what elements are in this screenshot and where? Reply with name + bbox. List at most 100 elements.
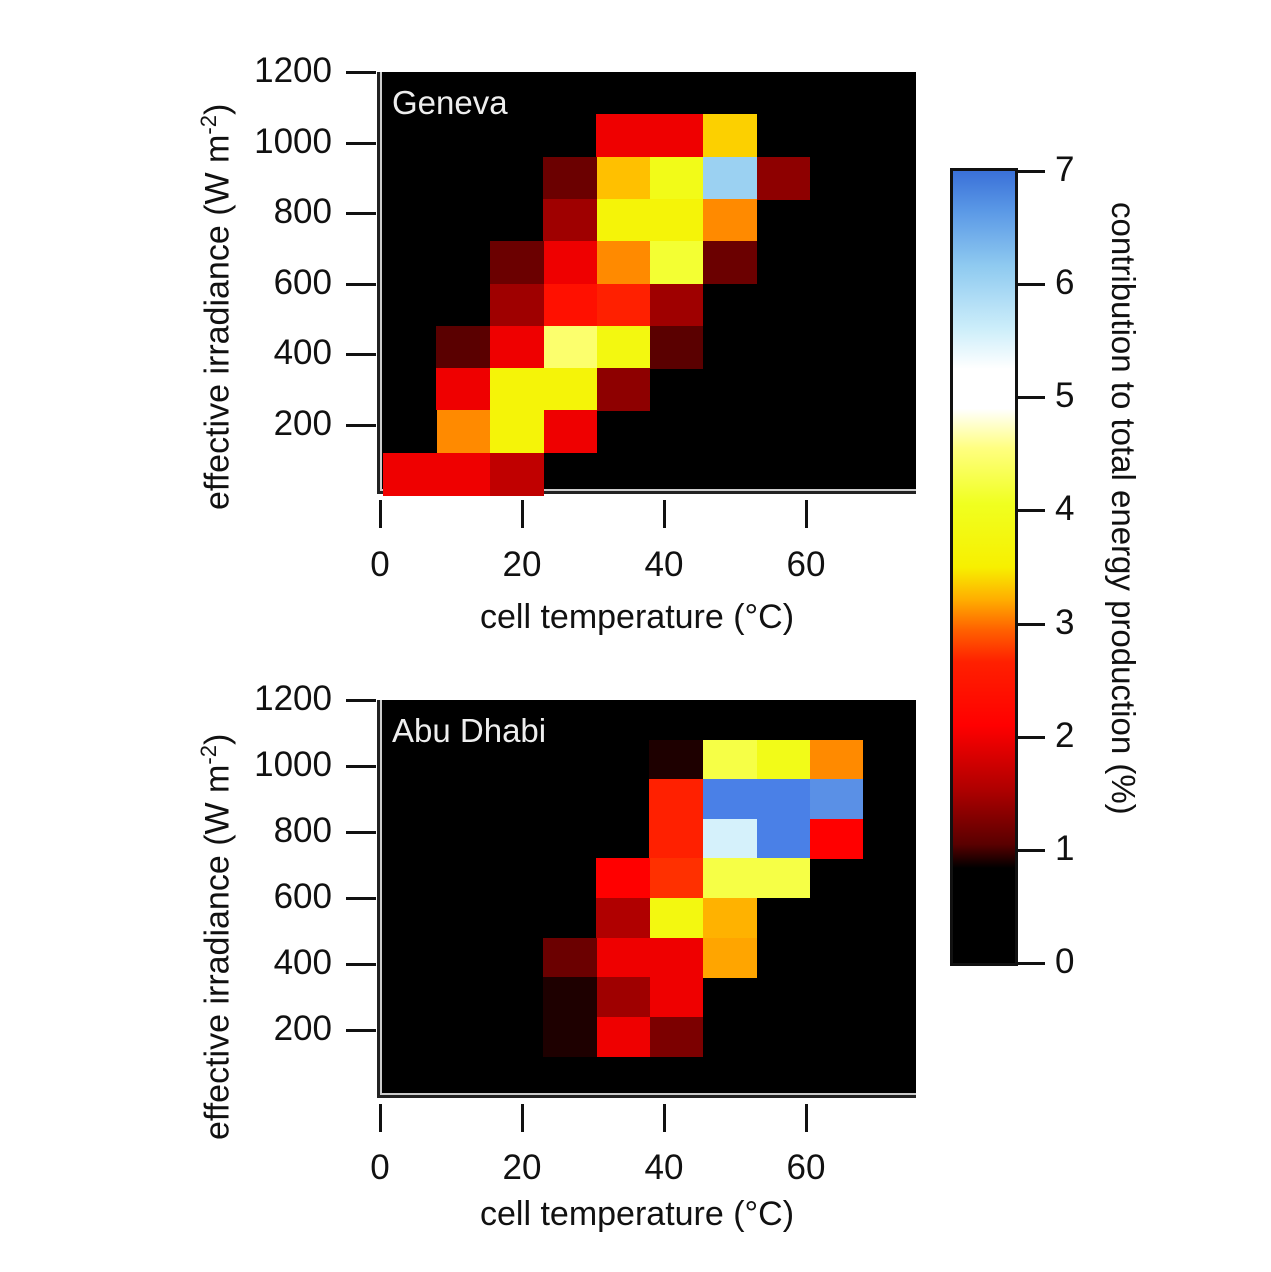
heatmap-cell xyxy=(649,325,704,369)
heatmap-cell xyxy=(596,198,650,242)
heatmap-cell xyxy=(596,898,650,938)
colorbar-tick-label: 2 xyxy=(1055,715,1075,755)
x-tick-label: 20 xyxy=(502,1148,542,1187)
heatmap-cell xyxy=(542,283,597,327)
y-tick xyxy=(346,212,376,215)
heatmap-cell xyxy=(649,283,704,327)
x-tick xyxy=(663,1104,666,1132)
colorbar-tick-label: 0 xyxy=(1055,942,1075,981)
x-tick-label: 40 xyxy=(644,545,684,584)
heatmap-cell xyxy=(702,818,757,859)
y-tick-label: 1200 xyxy=(254,51,332,90)
x-tick-label: 60 xyxy=(786,545,826,584)
y-tick-label: 600 xyxy=(273,877,332,916)
heatmap-cell xyxy=(596,977,650,1018)
y-tick xyxy=(346,353,376,356)
y-tick xyxy=(346,1029,376,1032)
heatmap-cell xyxy=(489,283,544,327)
y-tick-label: 1000 xyxy=(254,745,332,784)
abu-dhabi-y-axis-title: effective irradiance (W m-2) xyxy=(196,733,237,1140)
x-tick-label: 20 xyxy=(502,545,542,584)
colorbar-tick-label: 3 xyxy=(1055,602,1075,642)
x-tick xyxy=(521,1104,524,1132)
x-tick xyxy=(663,500,666,528)
heatmap-cell xyxy=(596,114,650,158)
heatmap-cell xyxy=(702,937,757,978)
x-tick-label: 40 xyxy=(644,1148,684,1187)
heatmap-cell xyxy=(649,114,704,158)
heatmap-cell xyxy=(489,325,544,369)
heatmap-cell xyxy=(436,325,491,369)
heatmap-cell xyxy=(596,858,650,899)
heatmap-cell xyxy=(489,410,544,454)
heatmap-cell xyxy=(649,858,704,899)
geneva-label: Geneva xyxy=(392,84,508,121)
heatmap-cell xyxy=(542,325,597,369)
colorbar-tick-label: 4 xyxy=(1055,489,1075,529)
heatmap-cell xyxy=(755,156,810,200)
heatmap-cell xyxy=(596,368,650,412)
heatmap-cell xyxy=(649,739,704,780)
colorbar-tick xyxy=(1015,622,1045,626)
heatmap-cell xyxy=(649,156,704,200)
heatmap-cell xyxy=(542,156,597,200)
x-tick xyxy=(379,500,382,528)
colorbar-tick-label: 7 xyxy=(1055,150,1075,189)
y-tick-label: 1000 xyxy=(254,121,332,161)
y-tick xyxy=(346,71,376,74)
colorbar-tick xyxy=(1015,396,1045,400)
heatmap-cell xyxy=(596,937,650,978)
colorbar xyxy=(950,168,1018,966)
y-tick xyxy=(346,963,376,966)
abu-dhabi-heatmap: Abu Dhabi xyxy=(377,700,916,1098)
heatmap-cell xyxy=(809,779,863,820)
x-tick xyxy=(805,500,808,528)
heatmap-cell xyxy=(596,156,650,200)
y-tick-label: 400 xyxy=(273,333,332,372)
y-tick-label: 800 xyxy=(273,192,332,231)
heatmap-cell xyxy=(542,241,597,285)
heatmap-cell xyxy=(542,198,597,242)
heatmap-cell xyxy=(702,114,757,158)
heatmap-cell xyxy=(596,325,650,369)
geneva-x-axis-title: cell temperature (°C) xyxy=(480,598,795,636)
heatmap-cell xyxy=(702,156,757,200)
heatmap-cell xyxy=(702,198,757,242)
x-tick-label: 0 xyxy=(370,545,390,584)
y-tick xyxy=(346,897,376,900)
y-tick-label: 800 xyxy=(273,811,332,850)
heatmap-cell xyxy=(702,739,757,780)
heatmap-cell xyxy=(755,779,810,820)
y-tick xyxy=(346,141,376,145)
geneva-y-axis-title: effective irradiance (W m-2) xyxy=(196,103,237,510)
y-tick-label: 600 xyxy=(273,262,332,302)
colorbar-title: contribution to total energy production … xyxy=(1105,202,1142,815)
heatmap-cell xyxy=(702,779,757,820)
heatmap-cell xyxy=(542,977,597,1018)
colorbar-tick xyxy=(1015,962,1045,965)
y-tick xyxy=(346,765,376,768)
x-tick-label: 60 xyxy=(786,1148,826,1187)
heatmap-cell xyxy=(542,410,597,454)
heatmap-cell xyxy=(596,1016,650,1057)
heatmap-cell xyxy=(542,1016,597,1057)
x-tick xyxy=(805,1104,808,1132)
geneva-heatmap: Geneva xyxy=(377,72,916,496)
heatmap-cell xyxy=(702,898,757,938)
heatmap-cell xyxy=(489,368,544,412)
y-tick-label: 400 xyxy=(273,943,332,982)
colorbar-tick xyxy=(1015,170,1045,173)
y-tick xyxy=(346,423,376,427)
heatmap-cell xyxy=(596,283,650,327)
x-tick xyxy=(521,500,524,528)
colorbar-tick-label: 5 xyxy=(1055,376,1075,416)
heatmap-cell xyxy=(649,977,704,1018)
heatmap-cell xyxy=(755,818,810,859)
y-tick-label: 200 xyxy=(273,403,332,443)
heatmap-cell xyxy=(649,779,704,820)
heatmap-cell xyxy=(383,410,437,454)
heatmap-cell xyxy=(383,452,437,496)
heatmap-cell xyxy=(649,818,704,859)
colorbar-tick xyxy=(1015,848,1045,852)
heatmap-cell xyxy=(489,241,544,285)
